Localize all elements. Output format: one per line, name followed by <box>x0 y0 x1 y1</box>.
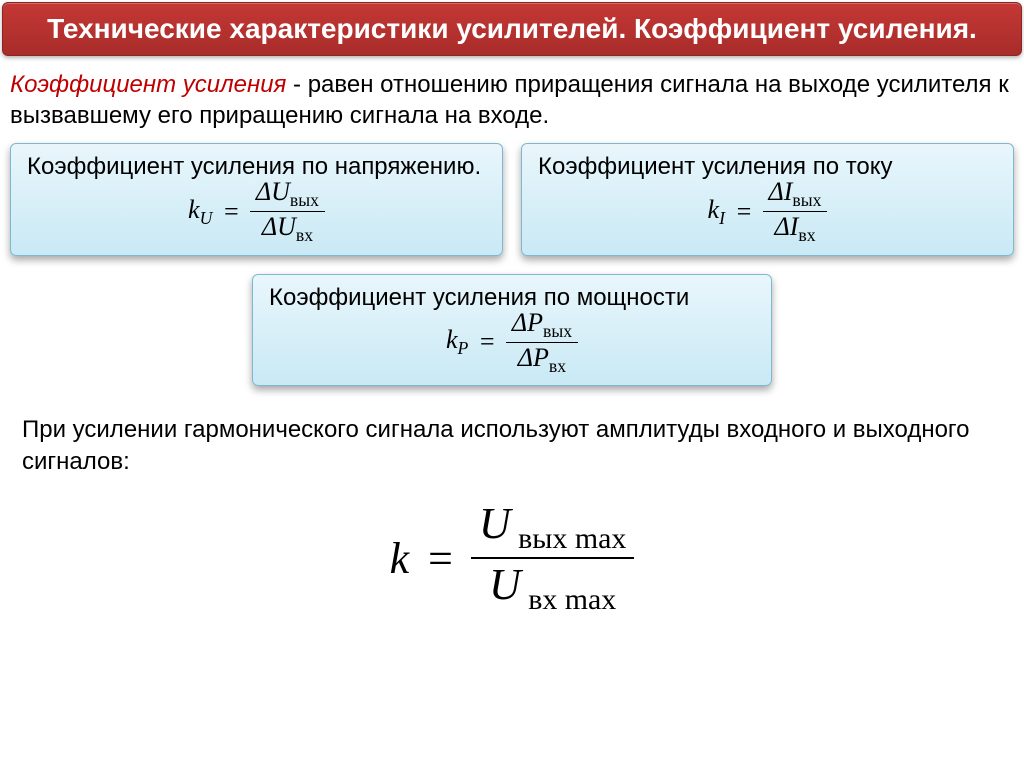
voltage-gain-box: Коэффициент усиления по напряжению. kU =… <box>10 143 503 256</box>
definition-paragraph: Коэффициент усиления - равен отношению п… <box>10 70 1014 131</box>
power-den-sym: ΔP <box>518 343 549 372</box>
power-den-sub: вх <box>549 356 566 376</box>
power-num-sub: вых <box>543 321 572 341</box>
current-symbol: k <box>708 195 720 224</box>
main-den-sub: вх max <box>528 583 616 616</box>
power-num-sym: ΔP <box>512 308 543 337</box>
slide-header: Технические характеристики усилителей. К… <box>2 2 1022 56</box>
main-formula-block: k = U вых max U вх max <box>0 501 1024 615</box>
voltage-num-sub: вых <box>290 191 319 211</box>
main-symbol: k <box>390 533 410 584</box>
harmonic-note-text: При усилении гармонического сигнала испо… <box>22 416 970 474</box>
current-num-sub: вых <box>792 191 821 211</box>
main-num-sub: вых max <box>518 522 626 555</box>
power-gain-box: Коэффициент усиления по мощности kP = ΔP… <box>252 274 772 387</box>
power-symbol: k <box>446 325 458 354</box>
current-gain-box: Коэффициент усиления по току kI = ΔIвых … <box>521 143 1014 256</box>
power-gain-formula: kP = ΔPвых ΔPвх <box>269 309 755 376</box>
main-num-sym: U <box>479 499 511 548</box>
slide-title: Технические характеристики усилителей. К… <box>47 13 977 44</box>
voltage-symbol: k <box>188 195 200 224</box>
current-num-sym: ΔI <box>769 177 793 206</box>
voltage-den-sub: вх <box>296 225 313 245</box>
harmonic-note: При усилении гармонического сигнала испо… <box>22 414 1004 476</box>
definition-term: Коэффициент усиления <box>10 71 286 98</box>
voltage-num-sym: ΔU <box>256 177 290 206</box>
current-den-sym: ΔI <box>774 212 798 241</box>
current-subscript: I <box>719 208 725 228</box>
voltage-gain-formula: kU = ΔUвых ΔUвх <box>27 178 486 245</box>
voltage-subscript: U <box>200 208 213 228</box>
formula-boxes-row: Коэффициент усиления по напряжению. kU =… <box>10 143 1014 256</box>
power-subscript: P <box>457 338 468 358</box>
current-gain-formula: kI = ΔIвых ΔIвх <box>538 178 997 245</box>
current-den-sub: вх <box>798 225 815 245</box>
voltage-den-sym: ΔU <box>262 212 296 241</box>
main-den-sym: U <box>489 560 521 609</box>
